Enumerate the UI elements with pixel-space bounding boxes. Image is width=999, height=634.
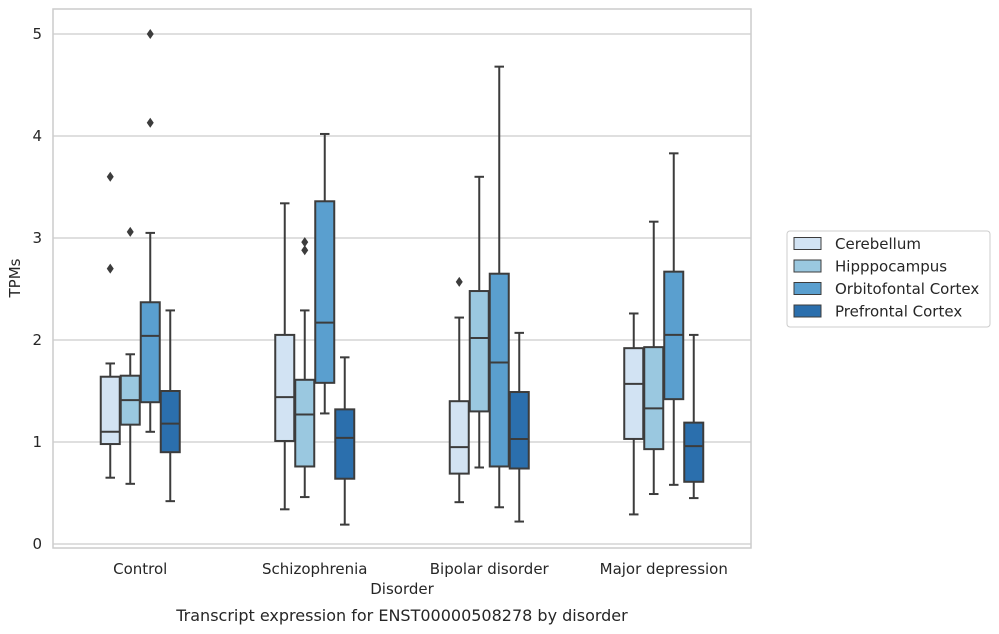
y-tick-label: 4 xyxy=(32,127,42,145)
box xyxy=(468,290,490,413)
y-tick-label: 3 xyxy=(32,229,42,247)
box-plot-item xyxy=(508,331,530,523)
y-axis-ticks: 0 1 2 3 4 5 xyxy=(32,25,42,553)
box-plot-item xyxy=(623,312,645,516)
box-plot-item xyxy=(99,171,121,479)
box xyxy=(334,408,356,480)
box-plot-item xyxy=(274,202,296,511)
outlier-point xyxy=(455,276,463,287)
legend-swatch xyxy=(793,259,822,273)
outlier-point xyxy=(106,263,114,274)
box-plot-item xyxy=(119,226,141,485)
outlier-point xyxy=(301,237,309,248)
box xyxy=(314,200,336,384)
box xyxy=(139,301,161,404)
box-plot-item xyxy=(643,220,665,496)
box xyxy=(159,390,181,454)
box xyxy=(683,421,705,483)
legend-label: Prefrontal Cortex xyxy=(835,303,962,321)
x-tick-label: Schizophrenia xyxy=(262,560,367,578)
outlier-point xyxy=(146,29,154,39)
box-plot-item xyxy=(663,152,685,486)
legend-swatch xyxy=(793,237,822,250)
box xyxy=(294,378,316,468)
box-plot-item xyxy=(448,276,470,504)
box xyxy=(99,375,121,446)
box xyxy=(508,391,530,470)
outlier-point xyxy=(106,171,114,182)
x-tick-label: Bipolar disorder xyxy=(430,560,550,578)
legend-items: Cerebellum Hipppocampus Orbitofontal Corte… xyxy=(793,235,979,321)
box xyxy=(623,347,645,440)
box-plot-item xyxy=(488,65,510,509)
legend-swatch xyxy=(793,304,822,318)
x-tick-label: Major depression xyxy=(600,560,728,578)
outlier-point xyxy=(126,226,134,237)
box-groups xyxy=(99,29,705,526)
y-axis-label: TPMs xyxy=(6,258,24,298)
legend-frame xyxy=(786,230,991,328)
x-tick-label: Control xyxy=(113,560,167,578)
box-plot-item xyxy=(139,29,161,433)
y-tick-label: 2 xyxy=(32,331,42,349)
legend-label: Cerebellum xyxy=(835,235,921,253)
plot-frame xyxy=(52,8,752,549)
outlier-point xyxy=(146,117,154,128)
box xyxy=(643,346,665,451)
box-plot-item xyxy=(334,356,356,526)
legend-label: Orbitofontal Cortex xyxy=(835,280,979,298)
chart-title: Transcript expression for ENST0000050827… xyxy=(175,606,628,625)
x-axis-ticks: Control Schizophrenia Bipolar disorder Majo… xyxy=(113,560,728,578)
y-tick-label: 5 xyxy=(32,25,42,43)
box-plot-item xyxy=(683,333,705,500)
legend: Cerebellum Hipppocampus Orbitofontal Corte… xyxy=(786,230,991,328)
box xyxy=(448,400,470,475)
box-plot-item xyxy=(159,309,181,503)
gridlines xyxy=(53,33,751,545)
outlier-point xyxy=(301,245,309,256)
box xyxy=(274,333,296,442)
legend-swatch xyxy=(793,282,822,295)
box-plot-item xyxy=(294,237,316,499)
x-axis-label: Disorder xyxy=(370,580,434,598)
box xyxy=(488,272,510,468)
box-plot-item xyxy=(314,132,336,415)
legend-label: Hipppocampus xyxy=(835,258,947,276)
y-tick-label: 0 xyxy=(32,535,42,553)
y-tick-label: 1 xyxy=(32,433,42,451)
box-plot-item xyxy=(468,175,490,469)
